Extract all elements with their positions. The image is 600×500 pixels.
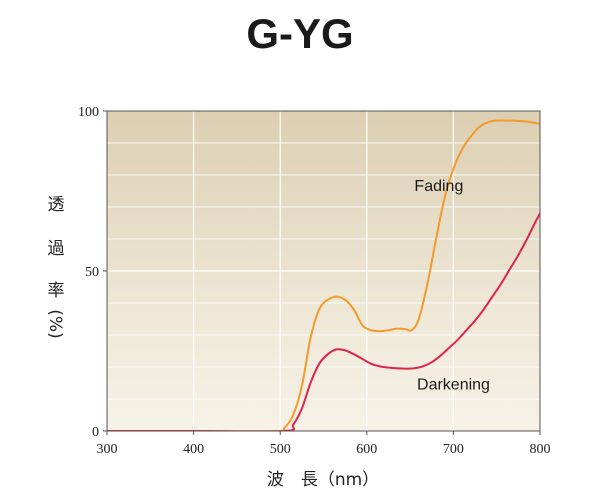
x-tick-label: 700 [443, 442, 464, 457]
y-axis-ticks: 0 50 100 [78, 105, 107, 440]
x-tick-label: 300 [97, 442, 118, 457]
annotation-darkening: Darkening [417, 376, 490, 393]
x-tick-label: 800 [530, 442, 551, 457]
x-axis-label: 波 長（nm） [267, 470, 379, 490]
y-tick-label: 50 [85, 265, 99, 280]
series-line-darkening [107, 212, 540, 431]
y-axis-label-char: 過 [48, 239, 65, 259]
series-group [107, 119, 540, 431]
y-tick-label: 100 [78, 105, 99, 120]
x-tick-label: 400 [183, 442, 204, 457]
y-tick-label: 0 [92, 425, 99, 440]
annotations: Fading Darkening [414, 178, 490, 393]
y-axis-label-char: 透 [48, 195, 65, 215]
y-axis-label: 透過率 (%) [45, 195, 65, 339]
x-tick-label: 600 [356, 442, 377, 457]
x-axis-ticks: 300 400 500 600 700 800 [97, 431, 551, 457]
chart-title: G-YG [246, 10, 353, 57]
x-tick-label: 500 [270, 442, 291, 457]
annotation-fading: Fading [414, 178, 463, 195]
y-axis-label-char: (%) [45, 309, 65, 338]
grid [107, 111, 540, 431]
y-axis-label-char: 率 [48, 281, 65, 301]
series-line-fading [107, 119, 540, 431]
